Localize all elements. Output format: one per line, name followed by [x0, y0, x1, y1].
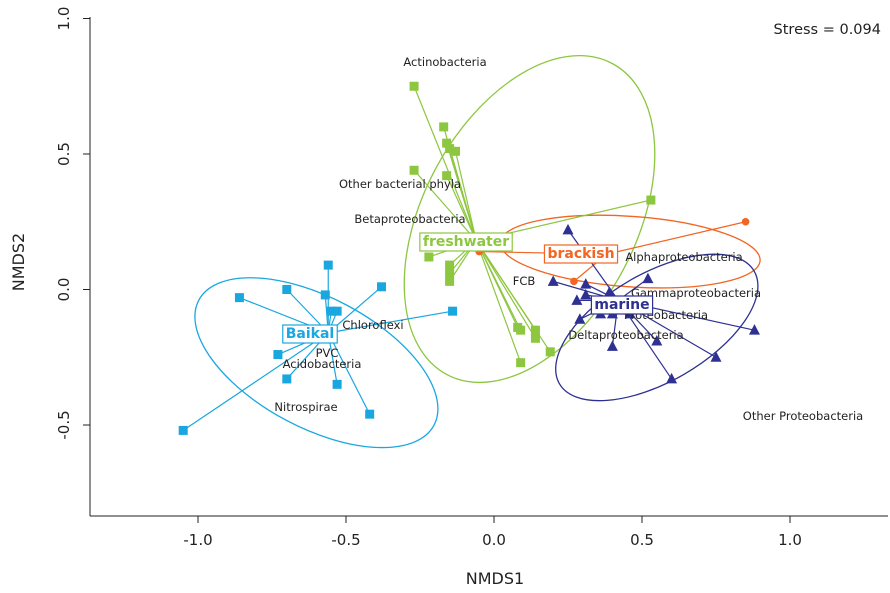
baikal-spoke [327, 332, 371, 415]
marine-point [666, 372, 678, 384]
taxon-label: Nitrospirae [274, 400, 337, 414]
marine-label: marine [594, 297, 649, 313]
baikal-label-box [282, 324, 338, 344]
baikal-point [448, 306, 458, 316]
baikal-point [273, 350, 283, 360]
x-tick-label: -1.0 [183, 531, 212, 549]
freshwater-point [516, 358, 526, 368]
baikal-point [332, 306, 342, 316]
baikal-point [377, 282, 387, 292]
freshwater-point [545, 347, 555, 357]
freshwater-spoke [475, 240, 522, 363]
freshwater-ellipse [403, 55, 656, 384]
marine-point [748, 324, 760, 335]
brackish-point [741, 217, 750, 226]
freshwater-spoke [413, 169, 477, 242]
marine-point [562, 223, 574, 235]
freshwater-point [530, 325, 540, 335]
y-tick-label: 0.5 [55, 142, 73, 166]
baikal-point [234, 293, 244, 303]
marine-point [574, 313, 586, 324]
taxon-label: Deltaproteobacteria [568, 328, 683, 342]
taxon-label: FCB [513, 274, 536, 288]
y-axis-title: NMDS2 [9, 233, 28, 291]
taxon-labels: Actinobacteria Other bacterial phyla Betap… [274, 55, 863, 423]
freshwater-spoke [446, 175, 477, 241]
freshwater-point [442, 171, 452, 181]
freshwater-point [445, 276, 455, 286]
taxon-label: Acidobacteria [283, 357, 362, 371]
y-tick-label: -0.5 [55, 410, 73, 439]
baikal-point [320, 290, 330, 300]
baikal-point [326, 306, 336, 316]
y-tick-label: 0.0 [55, 278, 73, 302]
freshwater-point [451, 146, 461, 156]
brackish-label: brackish [547, 246, 614, 262]
baikal-point [323, 260, 333, 270]
group-labels: freshwater brackish marine Baikal [282, 232, 654, 344]
marine-point [547, 275, 559, 286]
taxon-label: Betaproteobacteria [354, 212, 465, 226]
baikal-point [282, 285, 292, 294]
brackish-point [570, 277, 578, 286]
x-tick-label: 0.0 [482, 531, 506, 549]
freshwater-spoke [449, 148, 477, 241]
x-tick-label: 0.5 [630, 531, 654, 549]
marine-point [642, 272, 654, 284]
taxon-label: PVC [316, 346, 339, 360]
freshwater-spoke [413, 86, 477, 241]
marine-point [606, 340, 618, 351]
baikal-label: Baikal [286, 326, 334, 342]
baikal-point [365, 409, 375, 419]
freshwater-label-box [419, 232, 513, 252]
freshwater-point [646, 195, 656, 205]
marine-point [710, 351, 722, 362]
x-tick-label: -0.5 [331, 531, 360, 549]
x-axis-title: NMDS1 [466, 569, 524, 588]
taxon-label: Chloroflexi [342, 318, 403, 332]
taxon-label: Alphaproteobacteria [625, 250, 742, 264]
baikal-point [282, 374, 292, 384]
baikal-spoke [182, 332, 329, 431]
marine-point [580, 278, 592, 289]
freshwater-label: freshwater [423, 234, 509, 250]
freshwater-point [409, 165, 419, 175]
group-ellipses [194, 55, 761, 449]
freshwater-point [439, 122, 449, 132]
freshwater-point [409, 81, 419, 91]
freshwater-spoke [475, 240, 536, 339]
marine-point [580, 288, 592, 300]
marine-point [603, 286, 615, 297]
freshwater-point [445, 144, 455, 154]
baikal-point [332, 379, 342, 389]
baikal-spoke [328, 310, 453, 334]
taxon-label: Other bacterial phyla [339, 177, 461, 191]
taxon-label: Actinobacteria [403, 55, 486, 69]
freshwater-spoke [454, 151, 477, 241]
marine-ellipse [555, 253, 759, 402]
freshwater-point [424, 252, 434, 262]
y-tick-label: 1.0 [55, 7, 73, 31]
axes: -1.0 -0.5 0.0 0.5 1.0 -0.5 0.0 0.5 1.0 [55, 7, 888, 549]
freshwater-point [530, 333, 540, 343]
taxon-label: Other Proteobacteria [743, 409, 863, 423]
freshwater-spoke [475, 240, 522, 331]
freshwater-point [445, 260, 455, 270]
freshwater-point [445, 268, 455, 278]
marine-label-box [590, 295, 654, 315]
stress-annotation: Stress = 0.094 [774, 22, 881, 38]
brackish-spoke [606, 221, 746, 255]
freshwater-point [516, 325, 526, 335]
baikal-point [178, 425, 188, 435]
taxon-label: Gammaproteobacteria [631, 286, 761, 300]
brackish-label-box [543, 244, 619, 264]
marine-point [571, 294, 583, 305]
freshwater-point [442, 138, 452, 148]
marine-point [651, 334, 663, 346]
baikal-ellipse [194, 277, 439, 449]
x-tick-label: 1.0 [778, 531, 802, 549]
